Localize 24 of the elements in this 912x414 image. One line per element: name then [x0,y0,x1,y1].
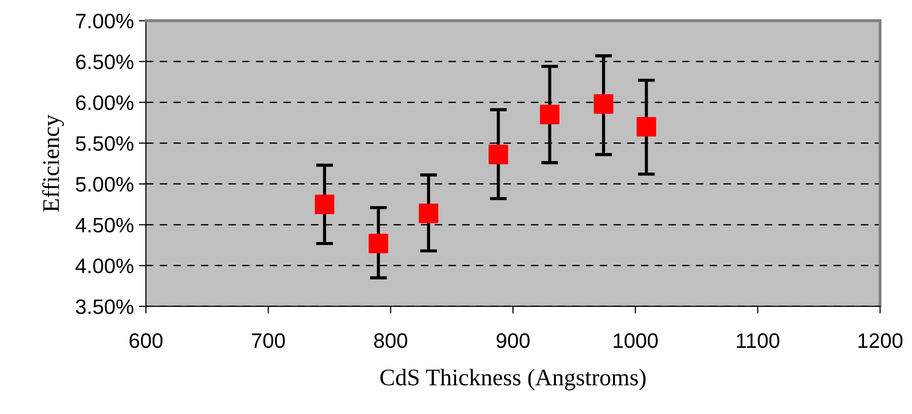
y-tick-label: 6.50% [76,54,134,70]
y-tick-label: 4.00% [76,258,134,274]
x-axis-title: CdS Thickness (Angstroms) [380,368,646,390]
point [636,117,656,137]
x-tick-label: 600 [130,333,162,348]
point [314,194,334,214]
point [488,144,508,164]
y-tick-label: 6.00% [76,95,134,110]
y-tick-label: 5.00% [76,176,134,192]
point [540,104,560,124]
y-tick-label: 3.50% [76,299,134,314]
point [594,94,614,114]
y-tick-label: 5.50% [76,136,134,151]
x-tick-label: 800 [374,333,408,348]
x-tick-label: 900 [496,333,530,348]
x-tick-label: 700 [252,333,285,348]
x-tick-label: 1200 [858,333,902,348]
x-tick-label: 1000 [614,333,658,348]
y-tick-label: 4.50% [76,218,134,232]
y-tick-label: 7.00% [76,14,134,28]
point [368,234,388,254]
point [418,204,438,224]
y-axis-title: Efficiency [42,114,64,212]
x-tick-label: 1100 [736,333,780,348]
